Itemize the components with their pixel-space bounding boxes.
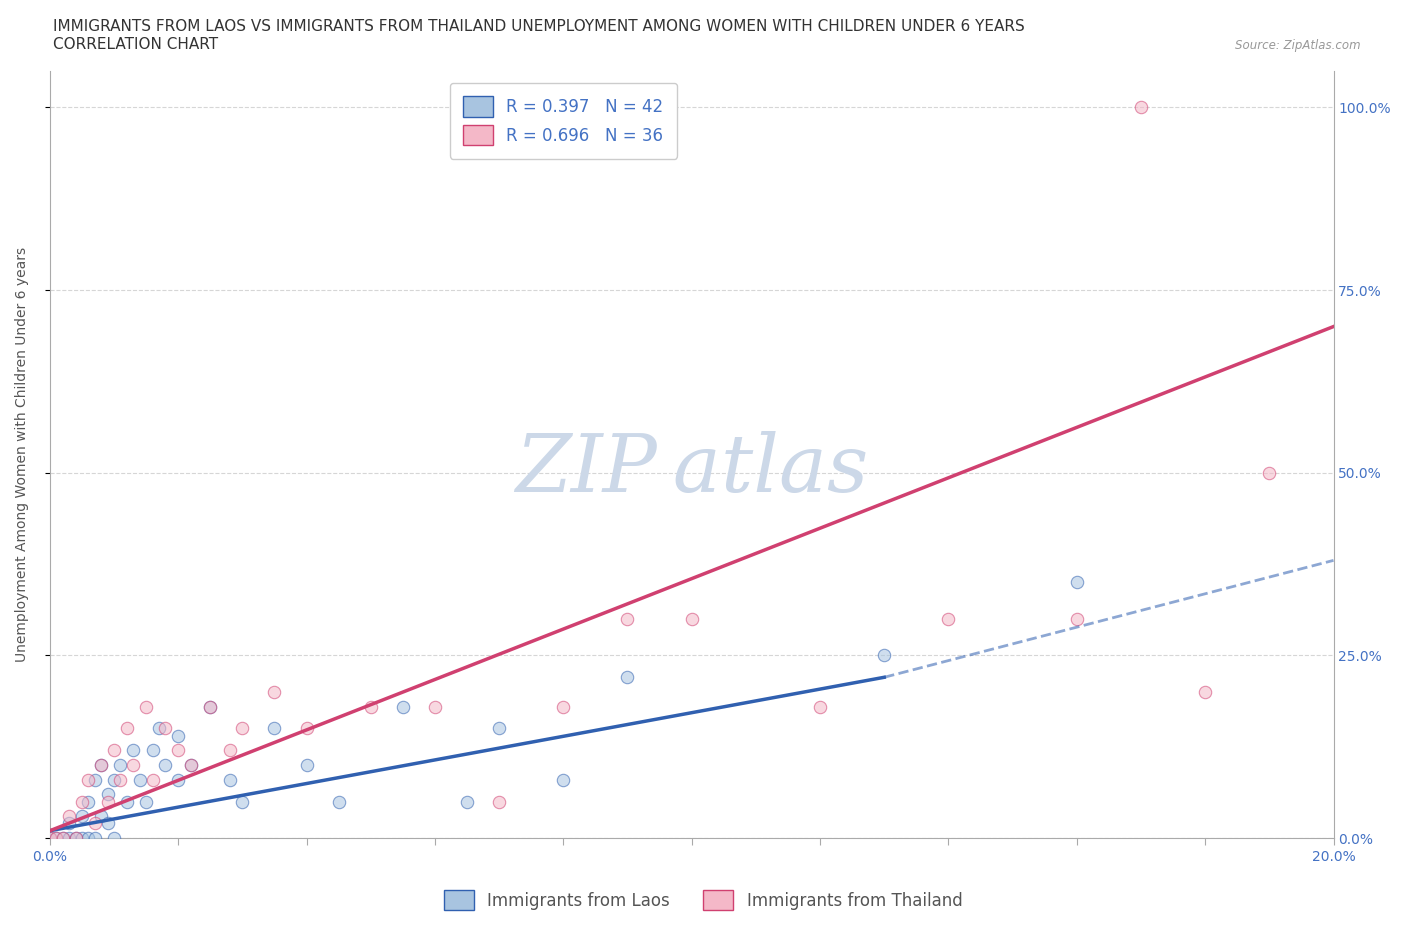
Point bbox=[97, 794, 120, 809]
Point bbox=[38, 830, 60, 845]
Point bbox=[616, 611, 638, 626]
Point bbox=[70, 794, 93, 809]
Point bbox=[83, 816, 105, 830]
Point bbox=[141, 772, 163, 787]
Text: Source: ZipAtlas.com: Source: ZipAtlas.com bbox=[1236, 39, 1361, 52]
Point bbox=[115, 794, 138, 809]
Point bbox=[135, 794, 157, 809]
Point bbox=[122, 758, 145, 773]
Point bbox=[1066, 611, 1088, 626]
Point bbox=[1258, 465, 1281, 480]
Point bbox=[200, 699, 222, 714]
Point bbox=[148, 721, 170, 736]
Point bbox=[70, 809, 93, 824]
Point bbox=[90, 758, 112, 773]
Point bbox=[167, 743, 190, 758]
Point bbox=[328, 794, 350, 809]
Point bbox=[52, 830, 75, 845]
Point bbox=[52, 830, 75, 845]
Point bbox=[110, 772, 132, 787]
Point bbox=[263, 721, 285, 736]
Point bbox=[808, 699, 831, 714]
Point bbox=[553, 772, 575, 787]
Point bbox=[97, 787, 120, 802]
Point bbox=[392, 699, 415, 714]
Point bbox=[115, 721, 138, 736]
Point bbox=[218, 772, 240, 787]
Point bbox=[58, 830, 80, 845]
Y-axis label: Unemployment Among Women with Children Under 6 years: Unemployment Among Women with Children U… bbox=[15, 246, 30, 662]
Point bbox=[295, 758, 318, 773]
Point bbox=[200, 699, 222, 714]
Point bbox=[488, 721, 510, 736]
Point bbox=[83, 772, 105, 787]
Point bbox=[110, 758, 132, 773]
Point bbox=[456, 794, 478, 809]
Point bbox=[488, 794, 510, 809]
Point bbox=[103, 772, 125, 787]
Point bbox=[128, 772, 150, 787]
Point bbox=[90, 758, 112, 773]
Point bbox=[231, 721, 253, 736]
Point bbox=[1066, 575, 1088, 590]
Point bbox=[263, 684, 285, 699]
Point bbox=[167, 772, 190, 787]
Point bbox=[873, 648, 896, 663]
Point bbox=[141, 743, 163, 758]
Point bbox=[77, 794, 100, 809]
Point bbox=[38, 830, 60, 845]
Point bbox=[77, 772, 100, 787]
Point bbox=[83, 830, 105, 845]
Point bbox=[155, 721, 177, 736]
Point bbox=[155, 758, 177, 773]
Point bbox=[97, 816, 120, 830]
Point bbox=[180, 758, 202, 773]
Point bbox=[1194, 684, 1216, 699]
Text: CORRELATION CHART: CORRELATION CHART bbox=[53, 37, 218, 52]
Point bbox=[77, 830, 100, 845]
Point bbox=[180, 758, 202, 773]
Point bbox=[938, 611, 960, 626]
Point bbox=[45, 830, 67, 845]
Point bbox=[295, 721, 318, 736]
Point bbox=[167, 728, 190, 743]
Point bbox=[553, 699, 575, 714]
Point bbox=[360, 699, 382, 714]
Point bbox=[135, 699, 157, 714]
Point bbox=[90, 809, 112, 824]
Point bbox=[681, 611, 703, 626]
Point bbox=[65, 830, 87, 845]
Point bbox=[70, 830, 93, 845]
Legend: R = 0.397   N = 42, R = 0.696   N = 36: R = 0.397 N = 42, R = 0.696 N = 36 bbox=[450, 83, 676, 159]
Point bbox=[218, 743, 240, 758]
Legend: Immigrants from Laos, Immigrants from Thailand: Immigrants from Laos, Immigrants from Th… bbox=[437, 884, 969, 917]
Point bbox=[103, 743, 125, 758]
Point bbox=[231, 794, 253, 809]
Point bbox=[103, 830, 125, 845]
Point bbox=[65, 830, 87, 845]
Point bbox=[58, 809, 80, 824]
Point bbox=[58, 816, 80, 830]
Point bbox=[1129, 100, 1152, 114]
Text: IMMIGRANTS FROM LAOS VS IMMIGRANTS FROM THAILAND UNEMPLOYMENT AMONG WOMEN WITH C: IMMIGRANTS FROM LAOS VS IMMIGRANTS FROM … bbox=[53, 19, 1025, 33]
Point bbox=[616, 670, 638, 684]
Point bbox=[423, 699, 446, 714]
Text: ZIP atlas: ZIP atlas bbox=[515, 431, 869, 509]
Point bbox=[122, 743, 145, 758]
Point bbox=[45, 830, 67, 845]
